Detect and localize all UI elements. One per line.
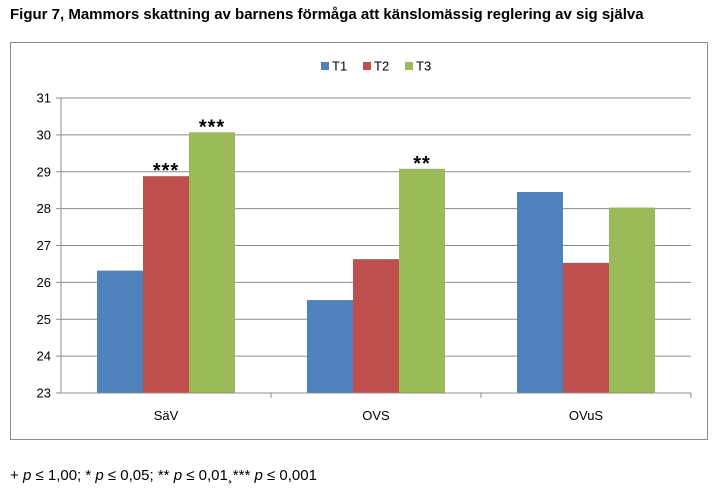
footnote-text: ≤ 0,05; ** [103,467,174,484]
legend-swatch-t1 [321,62,329,70]
x-category-label: OVS [362,408,390,423]
bar-t3-0 [189,132,235,393]
footnote-p: p [95,467,104,484]
significance-marker: *** [199,116,225,138]
legend-label-t3: T3 [416,59,431,74]
y-tick-label: 30 [37,127,51,142]
bars: ******** [97,116,655,393]
x-category-label: OVuS [569,408,604,423]
y-tick-label: 31 [37,91,51,106]
footnote-text: ≤ 0,001 [262,467,317,484]
y-tick-label: 24 [37,349,51,364]
legend-label-t1: T1 [332,59,347,74]
significance-marker: *** [153,160,179,182]
bar-t3-1 [399,168,445,393]
y-tick-label: 26 [37,275,51,290]
legend: T1 T2 T3 [321,59,431,74]
bar-t2-0 [143,176,189,393]
legend-swatch-t2 [363,62,371,70]
y-tick-label: 23 [37,386,51,401]
footnote-text: + [10,467,23,484]
bar-t2-2 [563,262,609,393]
figure-title: Figur 7, Mammors skattning av barnens fö… [10,6,644,23]
bar-t3-2 [609,207,655,393]
bar-t1-0 [97,270,143,393]
y-tick-label: 28 [37,201,51,216]
footnote-text: ≤ 1,00; * [31,467,96,484]
bar-t2-1 [353,259,399,393]
legend-label-t2: T2 [374,59,389,74]
bar-t1-2 [517,192,563,393]
bar-t1-1 [307,300,353,393]
x-category-label: SäV [154,408,179,423]
y-tick-label: 27 [37,238,51,253]
footnote-p: p [254,467,263,484]
footnote-p: p [22,467,32,484]
significance-footnote: + p ≤ 1,00; * p ≤ 0,05; ** p ≤ 0,01¸*** … [10,467,317,484]
y-tick-label: 25 [37,312,51,327]
axes: 23 24 25 26 27 28 29 30 31 SäV OVS OVuS [37,91,692,423]
significance-marker: ** [413,153,431,175]
footnote-text: ≤ 0,01¸*** [182,467,255,484]
y-tick-label: 29 [37,164,51,179]
legend-swatch-t3 [405,62,413,70]
footnote-p: p [173,467,183,484]
chart-area: *** *** ** 23 24 25 26 27 28 29 30 31 SäV OVS OVuS T1… [10,42,708,440]
